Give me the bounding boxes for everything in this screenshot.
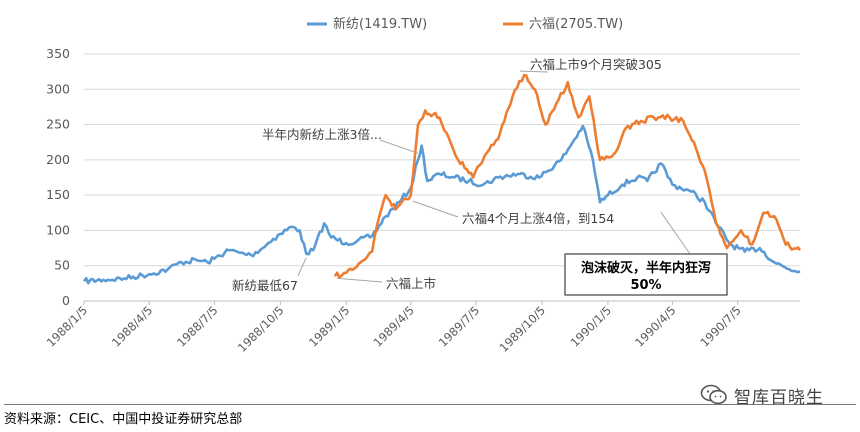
annotation-leader [297,257,307,277]
x-tick-label: 1989/1/5 [306,303,352,349]
legend-label: 新纺(1419.TW) [333,16,427,32]
annotation-label: 半年内新纺上涨3倍... [262,127,382,142]
y-tick-label: 100 [46,222,70,237]
x-tick-label: 1989/7/5 [436,303,482,349]
watermark-text: 智库百晓生 [734,387,824,408]
x-tick-label: 1990/7/5 [697,303,743,349]
annotation-label: 新纺最低67 [232,278,298,293]
x-tick-label: 1988/4/5 [109,303,155,349]
annotation-label: 六福上市9个月突破305 [530,57,662,72]
x-tick-label: 1990/4/5 [632,303,678,349]
annotation-label: 六福4个月上涨4倍，到154 [462,211,614,226]
line-chart: 新纺(1419.TW) 六福(2705.TW) 0 50 100 150 200 250 30… [44,16,802,355]
x-tick-label: 1990/1/5 [568,303,614,349]
annotation-leader [412,200,459,218]
annotations: 新纺最低67 六福上市 半年内新纺上涨3倍... 六福4个月上涨4倍，到154 六福上市… [232,57,728,296]
x-tick-label: 1988/10/5 [235,303,287,355]
gridlines [84,53,800,302]
annotation-label: 六福上市 [386,276,436,291]
callout-box [564,253,728,296]
callout-line1: 泡沫破灭，半年内狂泻 [581,260,711,276]
annotation-leader [520,70,549,73]
y-tick-label: 300 [46,81,70,96]
y-tick-label: 150 [46,187,70,202]
footer: 资料来源：CEIC、中国中投证券研究总部 [4,404,856,427]
x-tick-label: 1989/4/5 [371,303,417,349]
watermark: 智库百晓生 [700,380,824,410]
callout-line2: 50% [630,278,661,293]
y-tick-label: 200 [46,152,70,167]
legend: 新纺(1419.TW) 六福(2705.TW) [307,16,623,32]
y-tick-label: 0 [62,293,70,308]
series-lines [82,73,802,285]
y-tick-label: 50 [54,258,70,273]
annotation-leader [336,277,383,283]
x-axis: 1988/1/5 1988/4/5 1988/7/5 1988/10/5 1989/1/… [44,301,744,355]
y-tick-label: 350 [46,46,70,61]
x-tick-label: 1988/1/5 [44,303,90,349]
y-tick-label: 250 [46,117,70,132]
legend-label: 六福(2705.TW) [529,17,623,32]
x-tick-label: 1989/10/5 [497,303,549,355]
callout-leader [660,211,691,255]
wechat-icon [700,384,727,405]
source-note: 资料来源：CEIC、中国中投证券研究总部 [4,412,243,427]
x-tick-label: 1988/7/5 [174,303,220,349]
series-line [82,124,801,285]
y-axis: 0 50 100 150 200 250 300 350 [46,46,70,308]
annotation-leader [379,139,419,154]
series-line [333,73,802,279]
